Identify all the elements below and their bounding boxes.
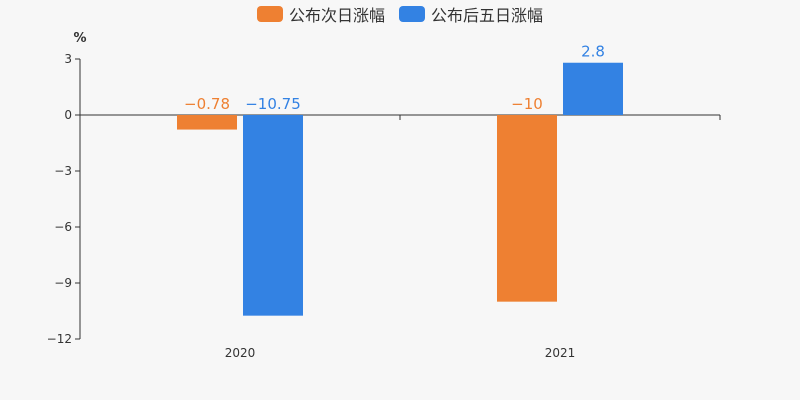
bar-series-1-2020[interactable]	[177, 115, 237, 130]
y-tick-label: −12	[47, 332, 72, 346]
bar-series-2-2020[interactable]	[243, 115, 303, 316]
y-tick-label: −3	[54, 164, 72, 178]
bar-series-2-2021[interactable]	[563, 62, 623, 115]
legend: 公布次日涨幅 公布后五日涨幅	[0, 2, 800, 26]
x-category-label: 2021	[545, 346, 576, 360]
x-axis: 2020 2021	[79, 114, 721, 360]
x-category-label: 2020	[225, 346, 256, 360]
legend-item-series-1[interactable]: 公布次日涨幅	[256, 2, 385, 26]
y-tick-label: −6	[54, 220, 72, 234]
legend-label-series-2: 公布后五日涨幅	[431, 6, 544, 25]
y-tick-label: 0	[64, 108, 72, 122]
y-axis-unit-label: %	[73, 31, 86, 46]
legend-label-series-1: 公布次日涨幅	[288, 6, 385, 25]
y-tick-label: −9	[54, 276, 72, 290]
bars-group	[177, 62, 623, 316]
bar-series-1-2021[interactable]	[497, 115, 557, 302]
legend-item-series-2[interactable]: 公布后五日涨幅	[399, 2, 543, 26]
legend-swatch-series-2	[399, 6, 425, 22]
data-label-series-1-2020: −0.78	[184, 95, 230, 113]
legend-swatch-series-1	[256, 6, 283, 22]
data-labels-group: −0.78 −10.75 −10 2.8	[184, 43, 605, 113]
data-label-series-2-2020: −10.75	[245, 95, 301, 113]
data-label-series-2-2021: 2.8	[581, 43, 605, 61]
data-label-series-1-2021: −10	[511, 95, 543, 113]
y-axis: 3 0 −3 −6 −9 −12	[47, 52, 81, 346]
y-tick-label: 3	[64, 52, 72, 66]
